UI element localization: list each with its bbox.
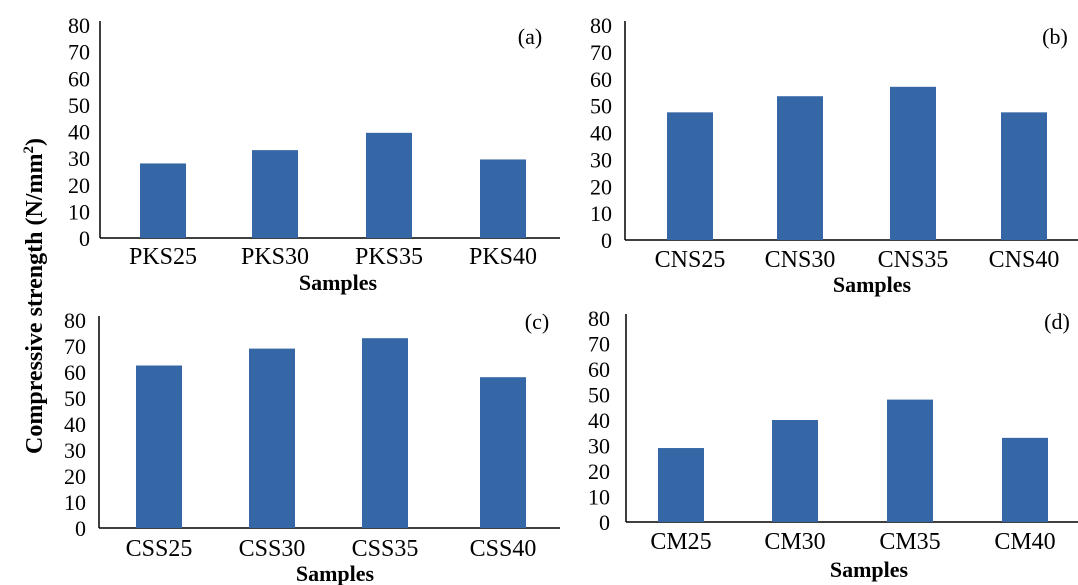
y-axis-label-text: Compressive strength (N/mm [22,154,48,454]
bar-cns35 [890,86,936,240]
bar-cns40 [1001,112,1047,240]
y-axis-label-close: ) [22,138,48,146]
y-tick-label: 30 [590,147,612,172]
y-tick-label: 80 [588,306,610,331]
y-tick-label: 80 [64,308,86,333]
x-axis-label: Samples [296,561,375,585]
y-tick-label: 0 [599,510,610,535]
y-tick-label: 50 [64,386,86,411]
y-tick-label: 40 [590,121,612,146]
y-tick-label: 10 [64,490,86,515]
y-axis-label: Compressive strength (N/mm2) [21,138,48,454]
panel-tag: (d) [1044,309,1070,334]
x-tick-label: PKS40 [469,244,537,270]
x-tick-label: CNS35 [878,247,949,273]
y-tick-label: 30 [64,438,86,463]
bar-cns30 [777,96,823,240]
y-tick-label: 40 [68,120,90,145]
panel-tag: (c) [525,309,549,334]
y-tick-label: 70 [588,332,610,357]
y-tick-label: 60 [588,357,610,382]
y-tick-label: 30 [588,434,610,459]
y-tick-label: 80 [68,13,90,38]
y-tick-label: 70 [64,334,86,359]
bar-cm40 [1002,437,1048,522]
bar-pks35 [366,132,412,238]
y-tick-label: 30 [68,146,90,171]
y-tick-label: 40 [588,408,610,433]
y-tick-label: 50 [68,93,90,118]
y-tick-label: 20 [588,459,610,484]
y-axis-label-superscript: 2 [21,146,37,154]
y-tick-label: 0 [79,226,90,251]
panel-tag: (b) [1042,24,1068,49]
bar-css30 [249,348,295,528]
y-tick-label: 20 [590,174,612,199]
bar-cm35 [887,399,933,522]
y-tick-label: 20 [68,173,90,198]
y-tick-label: 70 [590,40,612,65]
y-tick-label: 50 [588,383,610,408]
x-tick-label: CM25 [650,529,711,555]
y-tick-label: 50 [590,94,612,119]
bar-pks40 [480,159,526,238]
y-tick-label: 70 [68,40,90,65]
bar-cm30 [772,420,818,522]
x-tick-label: CM40 [994,529,1055,555]
y-tick-label: 10 [588,485,610,510]
x-tick-label: CNS40 [989,247,1060,273]
x-tick-label: CNS25 [655,247,726,273]
x-axis-label: Samples [833,272,912,297]
x-tick-label: CNS30 [765,247,836,273]
panel-tag: (a) [518,24,542,49]
y-tick-label: 40 [64,412,86,437]
y-tick-label: 60 [64,360,86,385]
x-tick-label: CSS30 [239,536,306,562]
x-tick-label: CSS40 [470,536,537,562]
y-tick-label: 60 [68,66,90,91]
x-tick-label: PKS30 [241,244,309,270]
y-tick-label: 0 [75,516,86,541]
y-tick-label: 10 [68,199,90,224]
bar-css25 [136,365,182,528]
bar-cm25 [658,448,704,522]
bar-pks30 [252,150,298,238]
x-axis-label: Samples [830,557,909,582]
x-tick-label: PKS35 [355,244,423,270]
bar-cns25 [667,112,713,240]
y-tick-label: 60 [590,67,612,92]
x-tick-label: CM30 [764,529,825,555]
bar-pks25 [140,163,186,238]
x-tick-label: PKS25 [129,244,197,270]
x-tick-label: CM35 [879,529,940,555]
y-tick-label: 0 [601,228,612,253]
y-tick-label: 20 [64,464,86,489]
y-tick-label: 10 [590,201,612,226]
bar-css40 [480,377,526,528]
y-tick-label: 80 [590,13,612,38]
x-tick-label: CSS35 [352,536,419,562]
x-tick-label: CSS25 [126,536,193,562]
bar-css35 [362,338,408,528]
x-axis-label: Samples [299,270,378,295]
